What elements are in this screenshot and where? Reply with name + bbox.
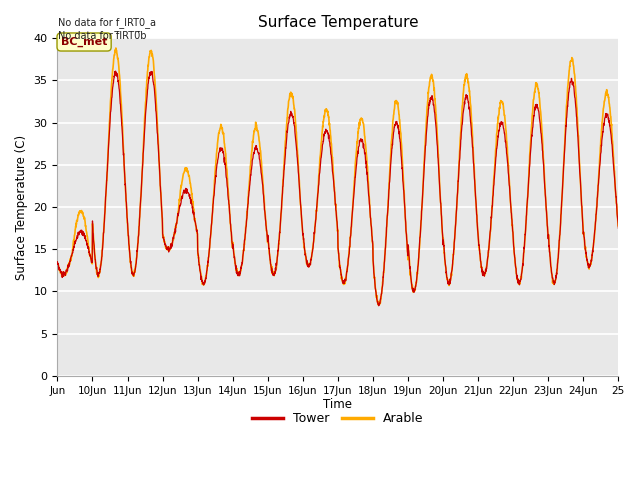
X-axis label: Time: Time	[323, 398, 353, 411]
Y-axis label: Surface Temperature (C): Surface Temperature (C)	[15, 134, 28, 279]
Title: Surface Temperature: Surface Temperature	[257, 15, 418, 30]
Text: No data for f̅IRT0̅b: No data for f̅IRT0̅b	[58, 31, 146, 41]
Text: BC_met: BC_met	[61, 37, 108, 47]
Text: No data for f_IRT0_a: No data for f_IRT0_a	[58, 17, 156, 28]
Legend: Tower, Arable: Tower, Arable	[247, 408, 429, 431]
